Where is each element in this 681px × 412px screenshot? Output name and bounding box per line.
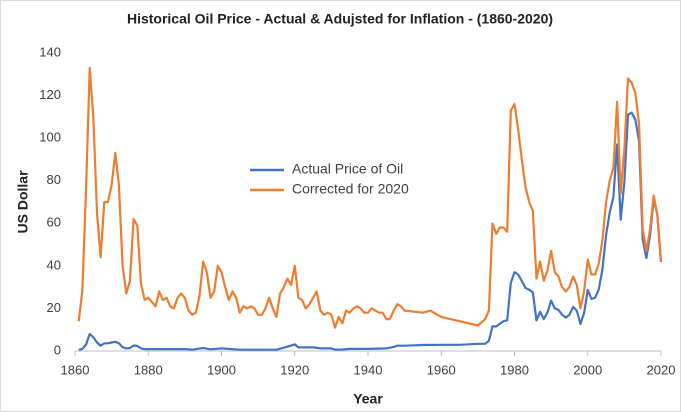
x-tick-label: 1880: [134, 362, 163, 377]
series-line: [78, 111, 663, 351]
x-tick-label: 1980: [500, 362, 529, 377]
x-tick-label: 1960: [427, 362, 456, 377]
legend-label: Actual Price of Oil: [292, 161, 403, 177]
x-axis-title: Year: [353, 391, 383, 407]
x-tick-label: 1920: [280, 362, 309, 377]
y-tick-label: 40: [47, 257, 61, 272]
x-tick-label: 1900: [207, 362, 236, 377]
y-tick-label: 140: [39, 44, 61, 59]
y-tick-label: 0: [54, 342, 61, 357]
y-tick-label: 20: [47, 300, 61, 315]
x-tick-label: 1940: [354, 362, 383, 377]
y-axis-title: US Dollar: [15, 170, 31, 234]
legend-label: Corrected for 2020: [292, 181, 409, 197]
y-tick-label: 120: [39, 87, 61, 102]
x-tick-label: 2000: [573, 362, 602, 377]
y-tick-label: 60: [47, 215, 61, 230]
chart-title: Historical Oil Price - Actual & Adujsted…: [127, 11, 553, 27]
x-tick-label: 2020: [647, 362, 676, 377]
y-tick-label: 80: [47, 172, 61, 187]
y-tick-label: 100: [39, 130, 61, 145]
series-line: [77, 66, 663, 329]
x-tick-label: 1860: [61, 362, 90, 377]
